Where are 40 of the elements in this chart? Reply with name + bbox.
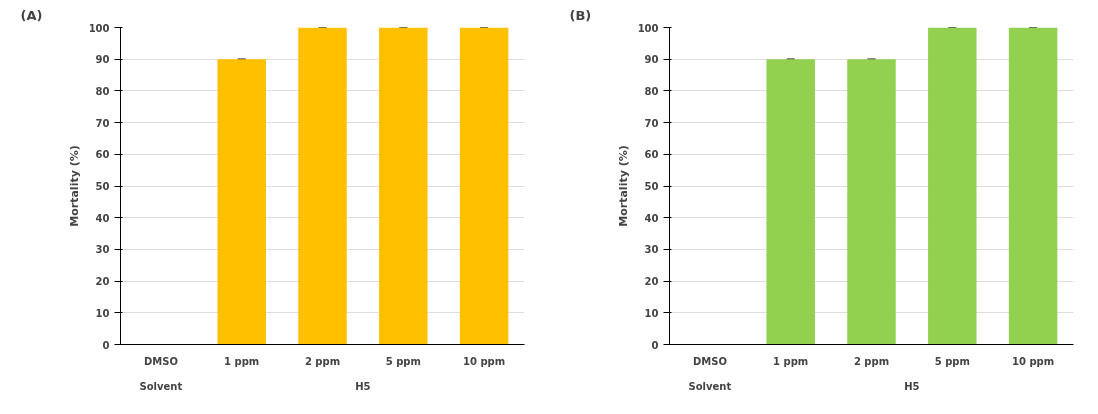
x-tick-label: 10 ppm	[1012, 355, 1055, 367]
y-tick-label: 60	[644, 149, 659, 161]
y-axis-title: Mortality (%)	[67, 145, 81, 227]
y-tick-label: 40	[644, 212, 659, 224]
x-tick-label: 5 ppm	[385, 355, 421, 367]
text: Solvent	[139, 380, 183, 392]
y-tick-label: 10	[644, 307, 659, 319]
x-tick-label: 1 ppm	[224, 355, 260, 367]
y-tick-label: 80	[644, 85, 659, 97]
y-tick-label: 70	[644, 117, 659, 129]
y-tick-label: 90	[95, 54, 110, 66]
y-tick-label: 80	[95, 85, 110, 97]
text: H5	[355, 380, 371, 392]
y-tick-label: 90	[644, 54, 659, 66]
x-tick-label: 2 ppm	[304, 355, 341, 367]
x-tick-label: DMSO	[143, 355, 178, 367]
y-tick-label: 10	[95, 307, 110, 319]
x-tick-label: 2 ppm	[853, 355, 890, 367]
y-tick-label: 50	[95, 181, 110, 192]
x-tick-label: 10 ppm	[463, 355, 506, 367]
text: H5	[904, 380, 920, 392]
y-tick-label: 30	[95, 244, 110, 256]
y-tick-label: 0	[102, 339, 110, 351]
y-tick-label: 20	[644, 276, 659, 288]
x-tick-label: 5 ppm	[934, 355, 970, 367]
y-tick-label: 100	[88, 22, 110, 34]
chart-title: (B)	[569, 7, 592, 23]
text: Solvent	[688, 380, 732, 392]
y-axis-title: Mortality (%)	[616, 145, 630, 227]
y-tick-label: 70	[95, 117, 110, 129]
x-tick-label: DMSO	[692, 355, 727, 367]
y-tick-label: 30	[644, 244, 659, 256]
y-tick-label: 0	[651, 339, 659, 351]
chart-title: (A)	[20, 7, 43, 23]
y-tick-label: 20	[95, 276, 110, 288]
x-tick-label: 1 ppm	[773, 355, 809, 367]
y-tick-label: 50	[644, 181, 659, 192]
y-tick-label: 60	[95, 149, 110, 161]
y-tick-label: 40	[95, 212, 110, 224]
y-tick-label: 100	[637, 22, 659, 34]
